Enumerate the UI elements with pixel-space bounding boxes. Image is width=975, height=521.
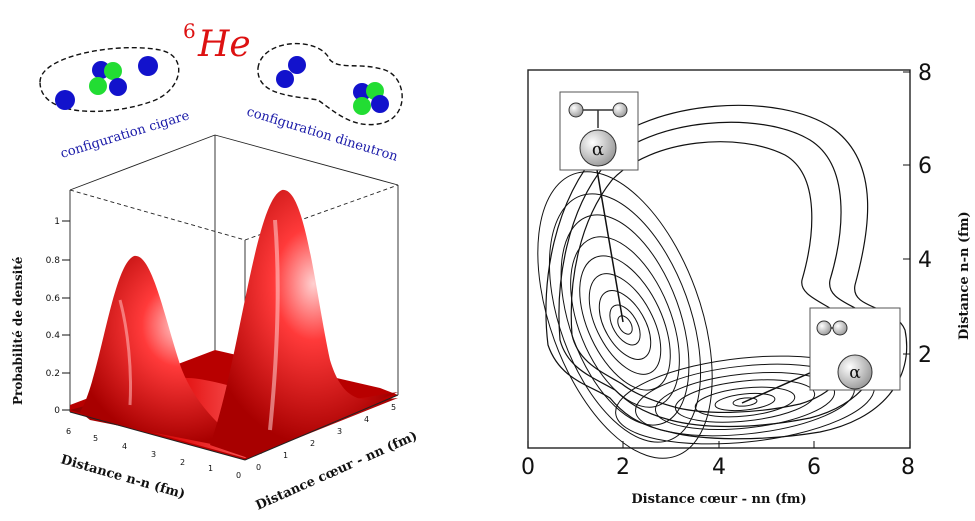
contour-y-label: Distance n-n (fm) — [957, 211, 972, 340]
nn-tick: 2 — [180, 458, 185, 467]
neutron-sphere — [371, 95, 389, 113]
svg-text:2: 2 — [616, 455, 630, 480]
y-tick: 2 — [903, 343, 932, 368]
contour-y-ticks: 2 4 6 8 — [903, 61, 932, 368]
svg-text:0.2: 0.2 — [46, 369, 60, 379]
proton-sphere — [89, 77, 107, 95]
inset-cigar: α — [559, 91, 639, 323]
neutron-sphere — [288, 56, 306, 74]
core-tick: 0 — [256, 463, 261, 472]
core-tick: 5 — [391, 403, 396, 412]
svg-text:2: 2 — [918, 343, 932, 368]
nn-tick: 0 — [236, 471, 241, 480]
svg-text:0: 0 — [54, 406, 60, 416]
proton-sphere — [353, 97, 371, 115]
core-tick: 4 — [364, 415, 369, 424]
nn-tick: 5 — [93, 434, 98, 443]
figure-title: 6 He — [183, 19, 251, 65]
nn-axis-label: Distance n-n (fm) — [59, 452, 187, 502]
neutron-sphere — [55, 90, 75, 110]
cigar-label: configuration cigare — [59, 108, 192, 162]
surface-peak-cigar — [80, 255, 262, 454]
title-superscript: 6 — [183, 19, 196, 43]
cigar-configuration: configuration cigare — [39, 47, 192, 162]
alpha-symbol: α — [849, 363, 861, 383]
dineutron-label: configuration dineutron — [245, 104, 400, 164]
x-tick: 6 — [807, 441, 821, 480]
z-tick: 1 — [54, 217, 70, 227]
svg-text:6: 6 — [807, 455, 821, 480]
surface-peak-dineutron — [210, 189, 398, 458]
z-axis-ticks: 0 0.2 0.4 0.6 0.8 1 — [46, 217, 70, 416]
z-tick: 0 — [54, 406, 70, 416]
z-axis-label: Probabilité de densité — [11, 256, 25, 405]
inset-dineutron: α — [741, 307, 901, 404]
svg-text:0.8: 0.8 — [46, 256, 61, 266]
svg-text:8: 8 — [918, 61, 932, 86]
contour-plot: α α 0 2 4 6 8 — [521, 61, 972, 507]
core-tick: 3 — [337, 427, 342, 436]
svg-text:4: 4 — [712, 455, 726, 480]
z-tick: 0.6 — [46, 294, 70, 304]
x-tick: 4 — [712, 441, 726, 480]
nn-tick: 4 — [122, 442, 127, 451]
y-tick: 4 — [903, 248, 932, 273]
svg-text:1: 1 — [54, 217, 60, 227]
proton-sphere — [104, 62, 122, 80]
neutron-sphere — [109, 78, 127, 96]
svg-text:6: 6 — [918, 154, 932, 179]
neutron-sphere — [353, 83, 371, 101]
z-tick: 0.8 — [46, 256, 70, 266]
z-tick: 0.2 — [46, 369, 70, 379]
cigar-outline — [39, 47, 180, 113]
y-tick: 8 — [903, 61, 932, 86]
nn-axis-ticks: 6 5 4 3 2 1 0 — [66, 427, 241, 480]
y-tick: 6 — [903, 154, 932, 179]
svg-text:8: 8 — [901, 455, 915, 480]
core-axis-ticks: 0 1 2 3 4 5 — [256, 403, 396, 472]
core-tick: 2 — [310, 439, 315, 448]
alpha-symbol: α — [592, 139, 604, 160]
neutron-sphere — [276, 70, 294, 88]
dineutron-configuration: configuration dineutron — [245, 42, 403, 165]
contour-x-label: Distance cœur - nn (fm) — [631, 492, 806, 507]
dineutron-outline — [257, 42, 403, 126]
nn-tick: 6 — [66, 427, 71, 436]
neutron-sphere — [138, 56, 158, 76]
nn-tick: 3 — [151, 450, 156, 459]
x-tick: 2 — [616, 441, 630, 480]
x-tick: 8 — [901, 441, 915, 480]
svg-text:0.4: 0.4 — [46, 331, 61, 341]
title-main: He — [197, 24, 251, 65]
surface-plot: 0 0.2 0.4 0.6 0.8 1 Probabilité de densi… — [11, 134, 420, 514]
contour-x-ticks: 0 2 4 6 8 — [521, 441, 915, 480]
svg-text:0.6: 0.6 — [46, 294, 61, 304]
svg-text:0: 0 — [521, 455, 535, 480]
x-tick: 0 — [521, 441, 535, 480]
svg-text:4: 4 — [918, 248, 932, 273]
nn-tick: 1 — [208, 464, 213, 473]
z-tick: 0.4 — [46, 331, 70, 341]
core-tick: 1 — [283, 451, 288, 460]
